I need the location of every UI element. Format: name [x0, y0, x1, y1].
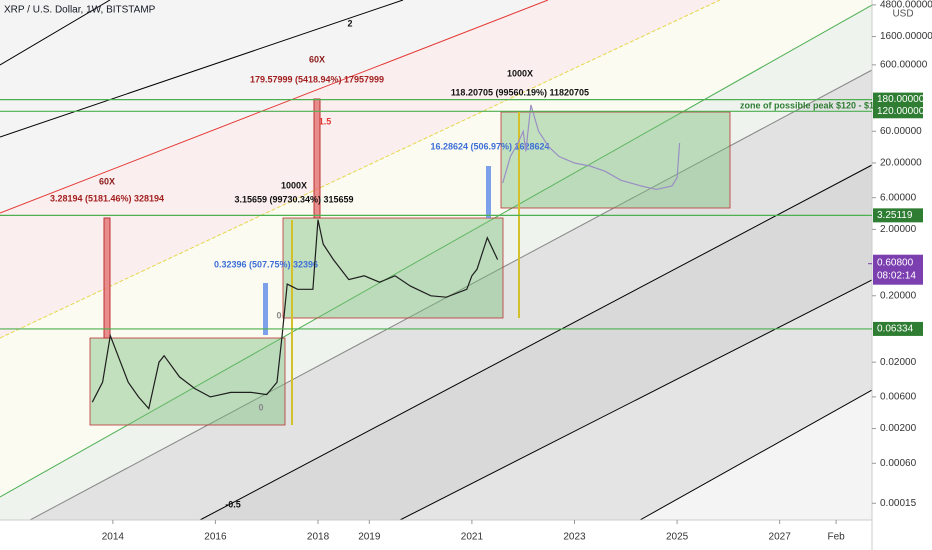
annotation: 3.15659 (99730.34%) 315659 — [234, 194, 353, 204]
chart-title: XRP / U.S. Dollar, 1W, BITSTAMP — [4, 5, 156, 16]
annotation: 0.32396 (507.75%) 32396 — [214, 259, 318, 269]
annotation: 1000X — [507, 68, 533, 78]
level-label-bg — [873, 92, 923, 107]
price-line — [502, 104, 681, 191]
y-tick-label: 60.00000 — [880, 126, 922, 137]
y-tick-label: 0.20000 — [880, 290, 917, 301]
x-tick-label: 2027 — [769, 532, 792, 543]
annotation: 60X — [99, 176, 115, 186]
annotation: 1.5 — [319, 116, 332, 126]
y-tick-label: 4800.00000 — [880, 0, 932, 11]
level-label: 120.00000 — [877, 106, 925, 117]
annotation: 179.57999 (5418.94%) 17957999 — [250, 74, 384, 84]
annotation: 60X — [309, 54, 325, 64]
annotations: 60X 3.28194 (5181.46%) 328194 60X 179.57… — [50, 18, 884, 509]
level-label-bg — [873, 321, 923, 336]
y-tick-label: 2.00000 — [880, 224, 917, 235]
x-tick-label: 2025 — [666, 532, 689, 543]
annotation: 0 — [276, 310, 281, 320]
y-tick-label: 0.00015 — [880, 498, 917, 509]
x-tick-label: 2021 — [461, 532, 484, 543]
level-label-bg — [873, 104, 923, 119]
annotation: 16.28624 (506.97%) 1628624 — [430, 141, 549, 151]
annotation: 3.28194 (5181.46%) 328194 — [50, 193, 164, 203]
level-label: 0.06334 — [877, 324, 914, 335]
annotation: 2 — [347, 18, 352, 28]
x-tick-label: 2019 — [358, 532, 381, 543]
annotation: zone of possible peak $120 - $180 — [740, 100, 884, 110]
x-tick-label: 2023 — [563, 532, 586, 543]
level-label: 180.00000 — [877, 94, 925, 105]
x-tick-label: Feb — [827, 532, 845, 543]
y-tick-label: 0.00600 — [880, 392, 917, 403]
x-tick-label: 2018 — [307, 532, 330, 543]
y-tick-label: 0.02000 — [880, 357, 917, 368]
background — [0, 0, 872, 520]
price-label: 0.60800 — [877, 257, 914, 268]
annotation: 0 — [258, 402, 263, 412]
y-tick-label: 600.00000 — [880, 60, 928, 71]
y-tick-label: 20.00000 — [880, 158, 922, 169]
y-tick-label: 6.00000 — [880, 192, 917, 203]
countdown: 08:02:14 — [877, 270, 916, 281]
x-tick-label: 2014 — [102, 532, 125, 543]
y-tick-label: 0.00060 — [880, 458, 917, 469]
level-label-bg — [873, 208, 923, 223]
axis-unit: USD — [892, 9, 913, 20]
annotation: -0.5 — [225, 499, 241, 509]
price-label-bg — [873, 254, 923, 285]
level-label: 3.25119 — [877, 210, 913, 221]
y-tick-label: 1600.00000 — [880, 31, 932, 42]
price-line — [91, 219, 499, 410]
x-tick-label: 2016 — [204, 532, 227, 543]
y-tick-label: 0.00200 — [880, 423, 917, 434]
annotation: 1000X — [281, 180, 307, 190]
annotation: 118.20705 (99560.19%) 11820705 — [451, 87, 589, 97]
